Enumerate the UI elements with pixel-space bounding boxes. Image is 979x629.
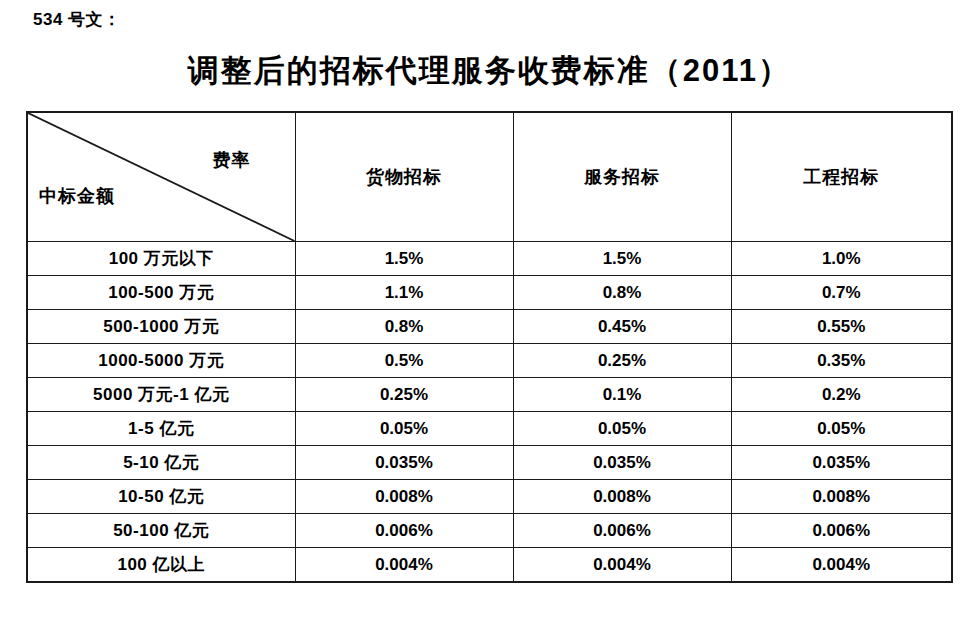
corner-header-cell: 费率 中标金额 <box>27 112 295 242</box>
amount-cell: 100 亿以上 <box>27 548 295 583</box>
rate-cell: 1.5% <box>295 242 513 276</box>
rate-cell: 0.8% <box>295 310 513 344</box>
amount-cell: 5000 万元-1 亿元 <box>27 378 295 412</box>
amount-cell: 100 万元以下 <box>27 242 295 276</box>
rate-cell: 0.25% <box>513 344 731 378</box>
rate-cell: 0.45% <box>513 310 731 344</box>
rate-cell: 0.2% <box>731 378 952 412</box>
table-row: 10-50 亿元 0.008% 0.008% 0.008% <box>27 480 952 514</box>
rate-cell: 0.006% <box>295 514 513 548</box>
rate-cell: 0.004% <box>513 548 731 583</box>
rate-cell: 0.008% <box>731 480 952 514</box>
rate-cell: 0.004% <box>295 548 513 583</box>
rate-cell: 0.35% <box>731 344 952 378</box>
rate-cell: 0.05% <box>295 412 513 446</box>
rate-cell: 0.006% <box>731 514 952 548</box>
table-row: 1-5 亿元 0.05% 0.05% 0.05% <box>27 412 952 446</box>
rate-cell: 0.008% <box>295 480 513 514</box>
fee-table-container: 费率 中标金额 货物招标 服务招标 工程招标 100 万元以下 1.5% 1.5… <box>26 111 953 583</box>
rate-cell: 0.05% <box>731 412 952 446</box>
amount-cell: 1-5 亿元 <box>27 412 295 446</box>
corner-bid-amount-label: 中标金额 <box>39 184 115 208</box>
table-row: 500-1000 万元 0.8% 0.45% 0.55% <box>27 310 952 344</box>
table-row: 1000-5000 万元 0.5% 0.25% 0.35% <box>27 344 952 378</box>
rate-cell: 0.035% <box>513 446 731 480</box>
rate-cell: 0.008% <box>513 480 731 514</box>
table-row: 100 万元以下 1.5% 1.5% 1.0% <box>27 242 952 276</box>
rate-cell: 0.035% <box>295 446 513 480</box>
rate-cell: 0.05% <box>513 412 731 446</box>
diagonal-divider <box>28 113 295 241</box>
rate-cell: 0.004% <box>731 548 952 583</box>
fee-table: 费率 中标金额 货物招标 服务招标 工程招标 100 万元以下 1.5% 1.5… <box>26 111 953 583</box>
rate-cell: 0.25% <box>295 378 513 412</box>
amount-cell: 5-10 亿元 <box>27 446 295 480</box>
rate-cell: 1.0% <box>731 242 952 276</box>
column-header-goods-bidding: 货物招标 <box>295 112 513 242</box>
rate-cell: 0.006% <box>513 514 731 548</box>
rate-cell: 0.035% <box>731 446 952 480</box>
rate-cell: 0.55% <box>731 310 952 344</box>
table-row: 5-10 亿元 0.035% 0.035% 0.035% <box>27 446 952 480</box>
table-row: 100-500 万元 1.1% 0.8% 0.7% <box>27 276 952 310</box>
table-row: 5000 万元-1 亿元 0.25% 0.1% 0.2% <box>27 378 952 412</box>
rate-cell: 0.8% <box>513 276 731 310</box>
table-row: 100 亿以上 0.004% 0.004% 0.004% <box>27 548 952 583</box>
amount-cell: 10-50 亿元 <box>27 480 295 514</box>
page-title: 调整后的招标代理服务收费标准（2011） <box>0 50 979 92</box>
amount-cell: 100-500 万元 <box>27 276 295 310</box>
column-header-service-bidding: 服务招标 <box>513 112 731 242</box>
amount-cell: 1000-5000 万元 <box>27 344 295 378</box>
amount-cell: 50-100 亿元 <box>27 514 295 548</box>
corner-fee-rate-label: 费率 <box>213 148 251 172</box>
rate-cell: 1.5% <box>513 242 731 276</box>
table-header-row: 费率 中标金额 货物招标 服务招标 工程招标 <box>27 112 952 242</box>
rate-cell: 1.1% <box>295 276 513 310</box>
amount-cell: 500-1000 万元 <box>27 310 295 344</box>
table-row: 50-100 亿元 0.006% 0.006% 0.006% <box>27 514 952 548</box>
rate-cell: 0.7% <box>731 276 952 310</box>
rate-cell: 0.5% <box>295 344 513 378</box>
column-header-engineering-bidding: 工程招标 <box>731 112 952 242</box>
doc-number-label: 534 号文： <box>33 8 121 31</box>
rate-cell: 0.1% <box>513 378 731 412</box>
